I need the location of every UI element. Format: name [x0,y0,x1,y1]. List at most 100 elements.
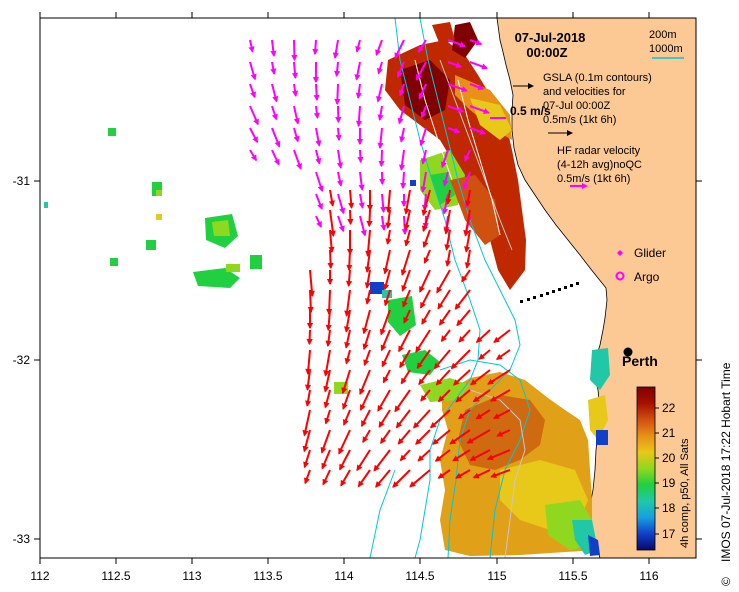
red-arrowhead [344,357,351,365]
colorbar-ticks [655,407,659,535]
magenta-arrowhead [399,136,406,143]
red-arrowhead [422,241,429,248]
magenta-arrowhead [377,114,384,121]
red-arrowhead [452,379,460,386]
x-tick-label: 115 [487,569,506,583]
red-arrowhead [404,239,411,247]
red-arrowhead [401,284,408,292]
arrow-scale-label: 0.5 m/s [510,104,551,118]
red-arrowhead [356,464,363,472]
colorbar-tick-label: 20 [662,451,676,465]
red-arrowhead [400,269,407,276]
red-arrowhead [475,336,483,343]
magenta-arrowhead [336,180,343,187]
credit-text: IMOS 07-Jul-2018 17:22 Hobart Time [719,362,733,562]
magenta-arrowhead [248,46,255,53]
magenta-arrowhead [396,71,403,78]
red-arrowhead [493,413,500,419]
red-arrowhead [392,481,399,488]
magenta-arrowhead [401,228,408,236]
glider-label: Glider [634,246,666,260]
red-arrowhead [344,342,351,349]
colorbar-tick-label: 22 [662,401,676,415]
magenta-arrowhead [376,96,383,103]
red-arrowhead [466,437,474,444]
red-arrowhead [305,400,312,407]
red-arrowhead [439,318,446,326]
axis-ticks [34,12,702,564]
bathymetry-contours [369,18,531,558]
red-arrowhead [456,319,463,327]
red-arrowhead [490,472,497,478]
red-arrowhead [328,200,335,207]
magenta-arrowhead [461,86,468,92]
red-arrowhead [339,463,345,471]
red-arrowhead [362,327,369,335]
red-arrowhead [420,394,427,402]
red-arrowhead [345,280,353,287]
x-tick-label: 113.5 [253,569,282,583]
magenta-arrowhead [270,68,277,75]
y-axis-labels: -31 -32 -33 [13,174,31,546]
red-arrowhead [303,461,310,469]
red-arrowhead [323,385,330,393]
red-arrowhead [465,200,472,207]
red-arrowhead [323,401,330,409]
red-arrowhead [373,464,380,472]
red-arrowhead [415,438,422,445]
red-arrowhead [437,395,445,403]
red-arrowhead [403,208,410,215]
magenta-arrowhead [292,90,299,97]
y-tick-label: -31 [13,174,31,188]
red-arrowhead [342,419,349,426]
gsla-legend-line1: GSLA (0.1m contours) [543,72,652,84]
magenta-arrowhead [397,117,404,125]
red-arrowhead [306,338,313,346]
red-arrowhead [348,202,355,209]
map-time: 00:00Z [526,45,567,60]
red-arrowhead [463,246,471,253]
magenta-arrowhead [312,48,319,56]
magenta-arrowhead [377,142,384,150]
sst-patches-offshore [44,128,416,394]
red-arrowhead [444,244,451,251]
red-arrowhead [394,405,401,413]
red-arrowhead [385,206,392,213]
contour-legend-1000m: 1000m [649,43,683,55]
hf-legend-line2: (4-12h avg)noQC [557,159,642,171]
magenta-arrowhead [250,91,257,99]
x-tick-label: 112.5 [101,569,130,583]
x-tick-label: 113 [182,569,201,583]
red-arrowhead [493,336,500,343]
magenta-arrowhead [378,160,385,168]
colorbar-tick-label: 18 [662,501,676,515]
red-arrowhead [402,300,408,308]
red-arrowhead [306,323,314,330]
red-arrowhead [377,404,384,412]
x-tick-label: 112 [30,569,49,583]
red-arrowhead [423,257,430,264]
colorbar-labels: 22 21 20 19 18 17 [662,401,676,541]
hf-legend-line3: 0.5m/s (1kt 6h) [557,173,630,185]
red-arrowhead [344,310,351,317]
red-arrowhead [320,446,327,454]
magenta-arrowhead [457,106,465,113]
red-arrowhead [375,481,382,488]
red-arrowhead [461,275,468,283]
x-tick-label: 116 [639,569,658,583]
red-arrowhead [323,370,330,377]
magenta-arrowhead [272,95,279,103]
gsla-legend: GSLA (0.1m contours) and velocities for … [513,72,652,136]
copyright-symbol: © [719,577,733,586]
magenta-arrowhead [334,70,341,77]
red-arrowhead [435,378,443,386]
red-arrowhead [445,198,452,205]
red-arrowhead [362,343,369,351]
magenta-arrowhead [358,202,365,209]
red-arrowhead [328,246,335,253]
red-arrowhead [437,472,445,479]
red-arrowhead [458,336,465,343]
magenta-arrowhead [459,41,466,48]
magenta-arrowhead [273,158,280,166]
red-arrowhead [385,222,392,229]
